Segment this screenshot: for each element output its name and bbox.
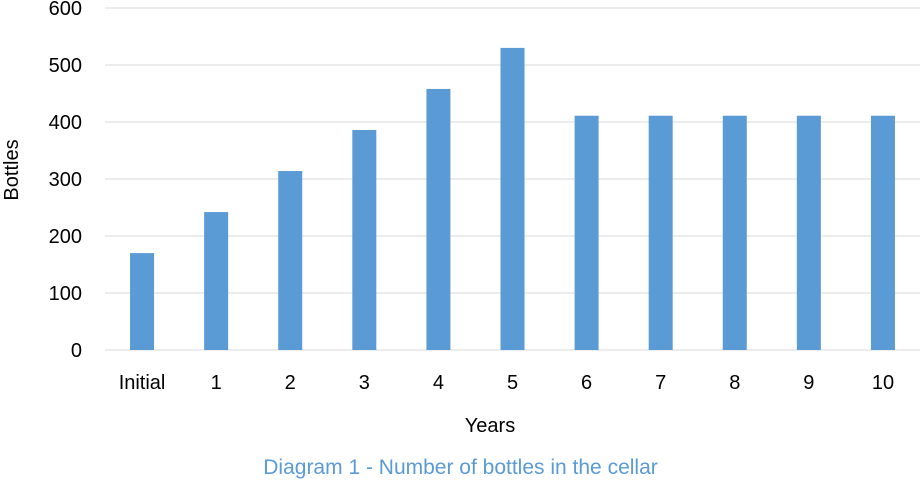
y-axis-ticks: 0 100 200 300 400 500 600	[49, 0, 82, 362]
y-tick-label: 200	[49, 226, 82, 248]
y-tick-label: 400	[49, 112, 82, 134]
x-tick-label: 8	[729, 372, 740, 394]
bar-2	[278, 171, 303, 350]
chart-caption: Diagram 1 - Number of bottles in the cel…	[263, 456, 658, 479]
y-axis-title: Bottles	[1, 139, 23, 200]
x-tick-label: 9	[803, 372, 814, 394]
x-tick-label: 1	[211, 372, 222, 394]
y-tick-label: 300	[49, 169, 82, 191]
x-tick-label: 6	[581, 372, 592, 394]
x-tick-label: 3	[359, 372, 370, 394]
bars	[130, 47, 895, 351]
bar-8	[722, 115, 747, 350]
y-tick-label: 0	[71, 340, 82, 362]
x-tick-label: 4	[433, 372, 444, 394]
x-axis-ticks: Initial 1 2 3 4 5 6 7 8 9 10	[119, 372, 894, 394]
x-tick-label: 2	[285, 372, 296, 394]
bar-7	[648, 115, 673, 350]
x-tick-label: 7	[655, 372, 666, 394]
x-tick-label: 5	[507, 372, 518, 394]
y-tick-label: 600	[49, 0, 82, 20]
y-tick-label: 100	[49, 283, 82, 305]
bar-9	[796, 115, 821, 350]
x-tick-label: 10	[872, 372, 894, 394]
bar-initial	[130, 253, 155, 350]
bar-3	[352, 129, 377, 350]
y-tick-label: 500	[49, 55, 82, 77]
bar-5	[500, 47, 525, 351]
bar-6	[574, 115, 599, 350]
x-axis-title: Years	[465, 415, 515, 437]
bar-4	[426, 88, 451, 350]
x-tick-label: Initial	[119, 372, 166, 394]
bar-10	[870, 115, 895, 350]
bar-1	[204, 212, 229, 350]
